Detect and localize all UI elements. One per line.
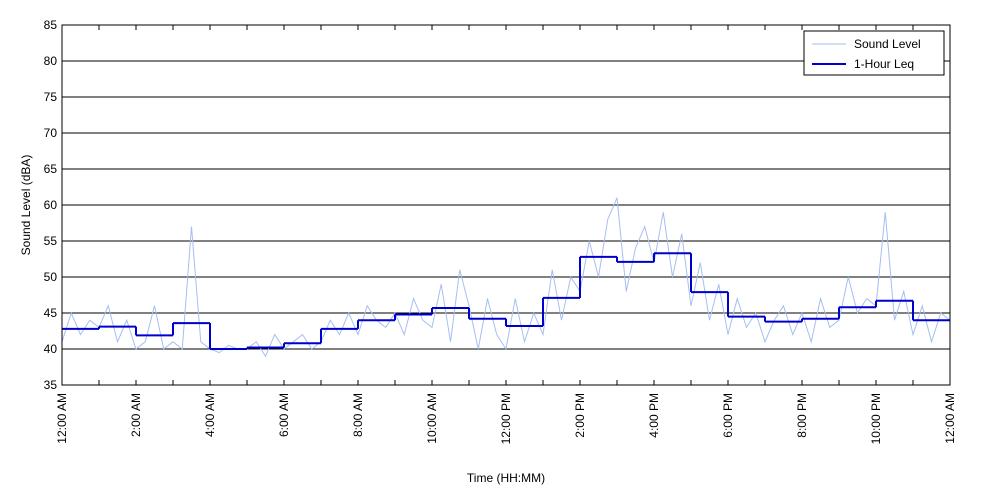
y-tick-label: 40 [44, 342, 58, 356]
x-tick-label: 12:00 AM [943, 393, 957, 444]
y-axis-label: Sound Level (dBA) [19, 155, 33, 256]
y-tick-label: 60 [44, 198, 58, 212]
x-tick-label: 10:00 PM [869, 393, 883, 444]
x-tick-label: 8:00 AM [351, 393, 365, 437]
y-tick-label: 35 [44, 378, 58, 392]
x-tick-label: 12:00 AM [55, 393, 69, 444]
x-tick-label: 4:00 AM [203, 393, 217, 437]
x-tick-label: 12:00 PM [499, 393, 513, 444]
y-tick-label: 85 [44, 18, 58, 32]
y-tick-label: 55 [44, 234, 58, 248]
x-tick-label: 6:00 AM [277, 393, 291, 437]
legend-label: 1-Hour Leq [854, 57, 914, 71]
plot-frame [61, 24, 951, 386]
legend-box [803, 30, 945, 76]
x-axis-label: Time (HH:MM) [467, 471, 545, 485]
x-tick-label: 2:00 AM [129, 393, 143, 437]
y-tick-label: 65 [44, 162, 58, 176]
y-tick-label: 80 [44, 54, 58, 68]
x-tick-label: 4:00 PM [647, 393, 661, 438]
x-tick-label: 10:00 AM [425, 393, 439, 444]
y-tick-label: 75 [44, 90, 58, 104]
y-tick-label: 45 [44, 306, 58, 320]
y-tick-label: 50 [44, 270, 58, 284]
x-tick-label: 6:00 PM [721, 393, 735, 438]
legend-label: Sound Level [854, 37, 921, 51]
x-tick-label: 8:00 PM [795, 393, 809, 438]
y-tick-label: 70 [44, 126, 58, 140]
x-tick-label: 2:00 PM [573, 393, 587, 438]
